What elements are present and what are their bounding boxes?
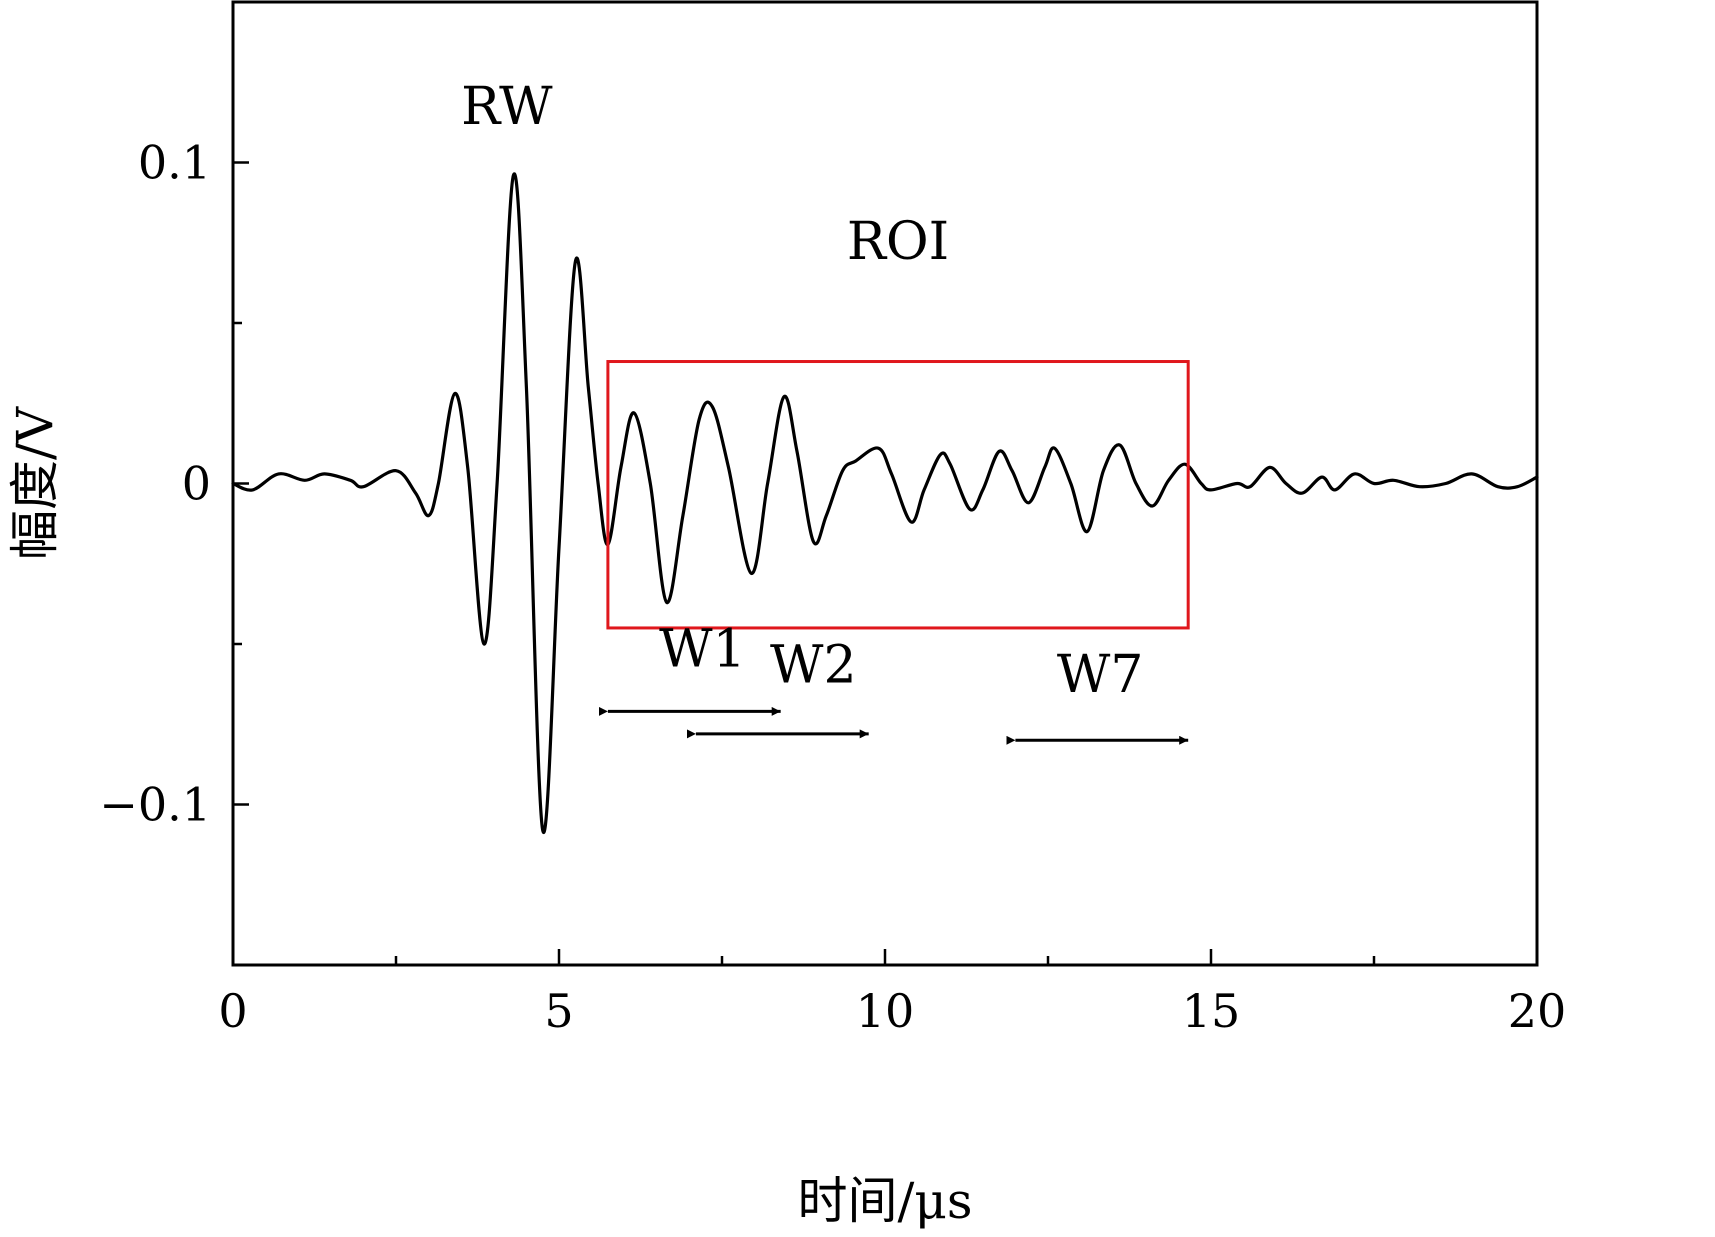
tick-labels: 0 5 10 15 20 0.1 0 −0.1 — [99, 136, 1566, 1039]
x-tick-label: 0 — [218, 984, 247, 1038]
x-tick-label: 5 — [544, 984, 573, 1038]
ticks — [231, 161, 1539, 965]
y-tick-label: −0.1 — [99, 778, 211, 832]
y-tick-label: 0 — [182, 457, 211, 511]
window-label-w2: W2 — [770, 636, 857, 696]
window-label-w1: W1 — [659, 619, 746, 679]
y-tick-label: 0.1 — [138, 136, 211, 190]
x-axis-label: 时间/μs — [798, 1172, 973, 1230]
rw-label: RW — [461, 77, 553, 137]
x-tick-label: 20 — [1508, 984, 1567, 1038]
roi-box — [606, 360, 1190, 630]
x-tick-label: 10 — [856, 984, 915, 1038]
y-axis-label: 幅度/V — [6, 406, 64, 560]
window-label-w7: W7 — [1057, 645, 1144, 705]
signal-line — [231, 172, 1539, 835]
x-tick-label: 15 — [1182, 984, 1241, 1038]
window-arrows: W1 W2 W7 — [598, 619, 1189, 745]
roi-label: ROI — [847, 212, 949, 272]
